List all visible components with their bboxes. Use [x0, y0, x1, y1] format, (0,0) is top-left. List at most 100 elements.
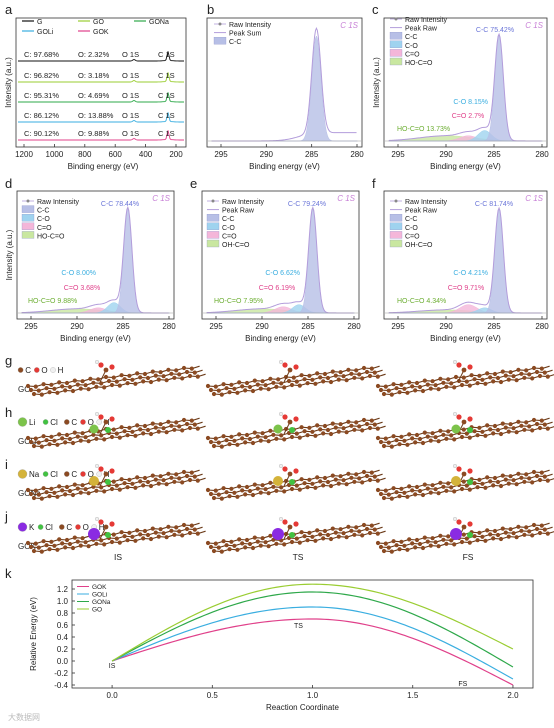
panel-a-o1s-label: O 1S — [122, 50, 139, 59]
carbon-atom — [138, 532, 143, 537]
carbon-atom — [352, 532, 357, 537]
carbon-atom — [420, 388, 426, 394]
carbon-atom — [336, 429, 341, 434]
panel-b-x-tick-label: 295 — [214, 150, 228, 159]
carbon-atom — [452, 437, 457, 442]
structure-legend-atom — [42, 419, 49, 425]
carbon-atom — [485, 371, 490, 376]
adsorbate-oxygen — [109, 364, 115, 370]
carbon-atom — [244, 380, 250, 386]
carbon-atom — [297, 487, 302, 492]
carbon-atom — [391, 486, 396, 491]
carbon-atom — [522, 532, 527, 537]
panel-b-legend-marker — [218, 22, 222, 26]
carbon-atom — [44, 386, 49, 391]
carbon-atom — [78, 543, 83, 548]
panel-f-legend-swatch — [389, 222, 403, 230]
carbon-atom — [187, 477, 193, 483]
panel-d-legend-swatch — [21, 231, 35, 239]
carbon-atom — [224, 543, 229, 548]
carbon-atom — [91, 380, 96, 385]
carbon-atom — [130, 481, 135, 486]
carbon-atom — [83, 383, 88, 388]
panel-e-legend-label: C-C — [222, 216, 234, 223]
carbon-atom — [78, 438, 83, 443]
carbon-atom — [491, 431, 496, 436]
carbon-atom — [153, 373, 158, 378]
carbon-atom — [414, 537, 420, 543]
panel-c-peak-annotation: C-C 75.42% — [476, 27, 514, 34]
carbon-atom — [333, 477, 338, 482]
carbon-atom — [227, 547, 232, 552]
panel-a-spectrum-GOK — [18, 130, 184, 141]
carbon-atom — [184, 421, 190, 427]
graphene-sheet — [205, 365, 386, 397]
carbon-atom — [75, 382, 80, 387]
adsorbate-oxygen — [467, 364, 473, 370]
structure-row-label-GOK: GOK — [18, 542, 36, 551]
carbon-atom — [506, 534, 511, 539]
carbon-atom — [302, 481, 307, 486]
carbon-atom — [227, 494, 232, 499]
carbon-atom — [268, 428, 273, 433]
adsorbate-carbon — [461, 419, 467, 425]
carbon-atom — [141, 483, 146, 488]
adsorbate-chlorine — [289, 427, 295, 433]
carbon-atom — [407, 380, 412, 385]
graphene-sheet — [205, 417, 386, 449]
adsorbate-carbon — [103, 471, 109, 477]
carbon-atom — [224, 438, 229, 443]
carbon-atom — [527, 424, 532, 429]
panel-k-series-GOK — [111, 618, 514, 686]
panel-a-x-axis-label: Binding energy (eV) — [68, 162, 139, 171]
carbon-atom — [318, 375, 323, 380]
carbon-atom — [367, 477, 373, 483]
carbon-atom — [313, 433, 318, 438]
carbon-atom — [252, 430, 257, 435]
carbon-atom — [169, 528, 174, 533]
carbon-atom — [232, 438, 237, 443]
panel-a-legend-label: GOLi — [37, 29, 54, 36]
carbon-atom — [297, 540, 302, 545]
carbon-atom — [145, 427, 151, 433]
carbon-atom — [153, 425, 158, 430]
panel-a-oxygen-percent: O: 4.69% — [78, 91, 110, 100]
panel-a-c1s-label: C 1S — [158, 111, 175, 120]
panel-f-axes-frame — [383, 190, 548, 320]
carbon-atom — [321, 379, 326, 384]
carbon-atom — [94, 384, 99, 389]
structure-legend-label: Cl — [50, 418, 58, 427]
carbon-atom — [195, 426, 200, 431]
adsorbate-chlorine — [289, 479, 295, 485]
carbon-atom — [235, 494, 240, 499]
carbon-atom — [181, 469, 187, 475]
carbon-atom — [111, 532, 116, 537]
carbon-atom — [407, 432, 412, 437]
panel-e-peak-annotation: C=O 6.19% — [259, 285, 295, 292]
carbon-atom — [537, 477, 543, 483]
panel-k-y-tick-label: -0.4 — [54, 681, 68, 690]
carbon-atom — [102, 542, 107, 547]
structure-legend-atom — [17, 417, 28, 427]
carbon-atom — [344, 482, 349, 487]
panel-a-y-axis-label: Intensity (a.u.) — [4, 57, 13, 108]
carbon-atom — [325, 375, 331, 381]
panel-k-y-tick-label: 0.4 — [57, 633, 69, 642]
carbon-atom — [375, 426, 380, 431]
panel-d-axes-frame — [16, 190, 175, 320]
carbon-atom — [52, 490, 57, 495]
carbon-atom — [444, 541, 449, 546]
panel-a-c1s-label: C 1S — [158, 71, 175, 80]
carbon-atom — [383, 384, 388, 389]
carbon-atom — [469, 373, 474, 378]
panel-k-y-tick-label: 0.2 — [57, 645, 69, 654]
adsorbate — [94, 360, 115, 383]
carbon-atom — [318, 532, 323, 537]
carbon-atom — [428, 543, 433, 548]
carbon-atom — [436, 439, 441, 444]
carbon-atom — [341, 478, 346, 483]
panel-f-legend-label: C-C — [405, 216, 417, 223]
carbon-atom — [413, 440, 418, 445]
carbon-atom — [135, 423, 140, 428]
carbon-atom — [325, 479, 331, 485]
